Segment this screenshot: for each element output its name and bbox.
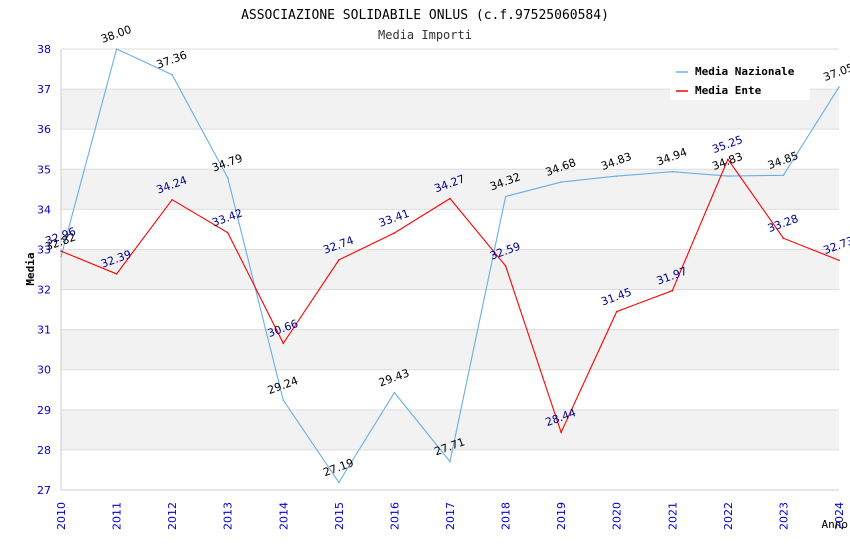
data-point [727,158,729,161]
data-point [449,460,451,463]
x-axis-label: Anno [822,518,849,531]
x-tick-label: 2022 [722,502,735,530]
x-tick-label: 2014 [277,502,290,530]
legend-box [670,60,810,100]
data-point [838,86,840,88]
y-tick-label: 37 [37,83,51,96]
x-axis-ticks: 2010 2011 2012 2013 2014 2015 2016 2017 2018 2019… [55,502,846,530]
y-tick-label: 28 [37,444,51,457]
y-tick-label: 38 [37,43,51,56]
x-tick-label: 2011 [111,502,124,530]
data-point [449,197,451,200]
y-tick-label: 32 [37,284,51,297]
y-tick-label: 30 [37,364,51,377]
x-tick-label: 2010 [55,502,68,530]
data-label: 38.00 [99,23,133,46]
data-point [671,170,674,173]
series-lines [60,48,840,484]
grid-lines [61,48,839,491]
y-tick-label: 36 [37,123,51,136]
y-axis-label: Media [24,252,37,285]
plot-band [61,209,839,250]
data-point [60,255,62,258]
data-point [727,175,729,177]
plot-band [61,449,839,490]
data-point [838,259,840,262]
x-tick-label: 2023 [777,502,790,530]
legend-label-ente: Media Ente [695,84,762,97]
plot-band [61,329,839,370]
data-point [226,176,229,179]
plot-background [61,49,839,490]
legend: Media Nazionale Media Ente [670,60,810,100]
y-tick-label: 27 [37,484,51,497]
plot-band [61,249,839,290]
data-point [338,481,340,484]
y-tick-label: 31 [37,324,51,337]
x-tick-label: 2016 [388,502,401,530]
x-tick-label: 2017 [444,502,457,530]
data-point [560,431,562,434]
data-point [282,399,285,401]
y-tick-label: 33 [37,243,51,256]
data-point [282,342,285,345]
data-point [504,195,507,198]
plot-band [61,289,839,330]
data-point [115,48,118,50]
data-point [226,231,229,234]
data-point [504,265,507,267]
data-point [393,391,396,394]
y-tick-label: 29 [37,404,51,417]
data-point [338,259,340,261]
x-tick-label: 2019 [555,502,568,530]
data-point [60,250,62,252]
data-point [393,232,396,234]
data-point [615,310,618,313]
y-tick-label: 35 [37,163,51,176]
data-point [560,181,562,183]
y-tick-label: 34 [37,203,51,216]
axes [60,49,839,491]
data-point [615,175,618,177]
plot-band [61,129,839,170]
x-tick-label: 2021 [666,502,679,530]
x-tick-label: 2013 [222,502,235,530]
x-tick-label: 2024 [833,502,846,530]
data-point [171,198,173,201]
chart-subtitle: Media Importi [378,28,472,42]
data-point [171,73,173,76]
x-tick-label: 2020 [611,502,624,530]
data-point [671,289,674,292]
data-point [782,237,785,240]
data-point [782,174,785,177]
plot-band [61,369,839,410]
plot-band [61,409,839,450]
chart-title: ASSOCIAZIONE SOLIDABILE ONLUS (c.f.97525… [241,8,609,23]
data-point [115,273,118,275]
x-tick-label: 2018 [500,502,513,530]
y-axis-ticks: 27 28 29 30 31 32 33 34 35 36 37 38 [37,43,51,497]
legend-label-nazionale: Media Nazionale [695,65,795,78]
x-tick-label: 2015 [333,502,346,530]
x-tick-label: 2012 [166,502,179,530]
